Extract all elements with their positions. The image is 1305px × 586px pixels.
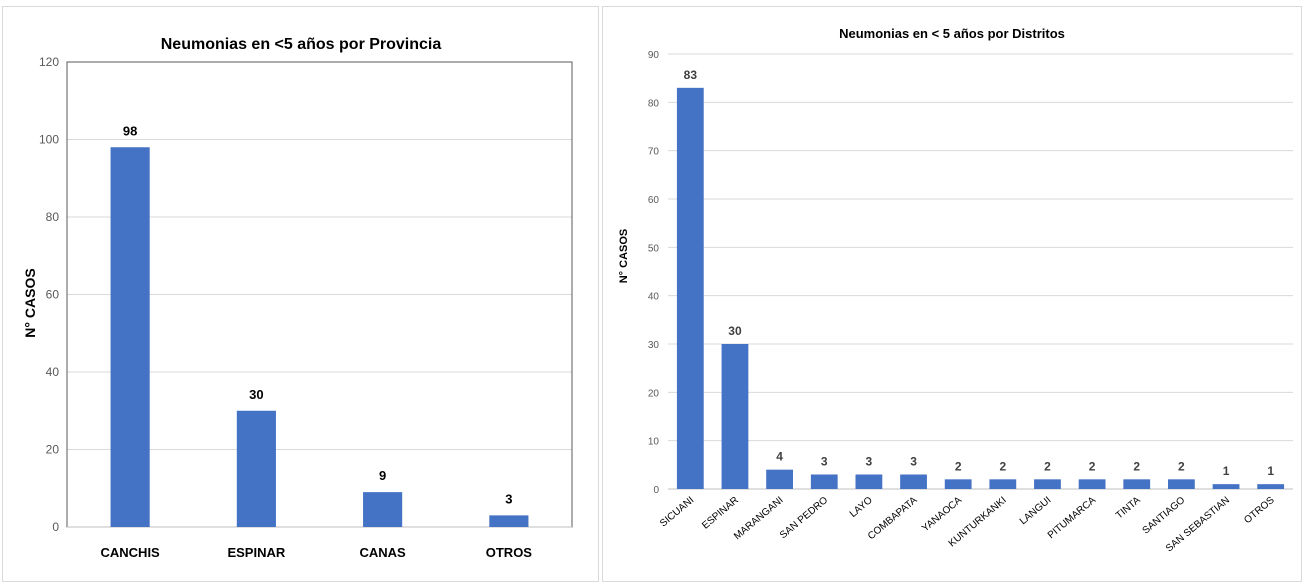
bar-sicuani: [676, 87, 704, 489]
data-label: 2: [1133, 459, 1140, 473]
bar-pitumarca: [1078, 479, 1106, 489]
y-tick-label: 60: [46, 288, 60, 302]
data-label: 3: [505, 491, 512, 506]
bar-langui: [1034, 479, 1061, 489]
y-tick-label: 80: [648, 98, 660, 109]
bar-kunturkanki: [989, 479, 1017, 489]
data-label: 2: [955, 459, 962, 473]
y-tick-label: 20: [46, 443, 60, 457]
bar-tinta: [1123, 479, 1151, 489]
chart-panel-provincia: Neumonias en <5 años por Provincia N° CA…: [2, 6, 599, 582]
y-tick-label: 60: [648, 195, 660, 206]
bar-layo: [855, 474, 883, 489]
y-axis-label: N° CASOS: [618, 229, 630, 284]
y-tick-label: 70: [648, 147, 660, 158]
data-label: 83: [684, 68, 698, 82]
data-label: 9: [379, 468, 386, 483]
bar-santiago: [1168, 479, 1195, 489]
bar-espinar: [721, 344, 749, 489]
x-tick-label: LAYO: [848, 495, 875, 520]
data-label: 3: [821, 455, 828, 469]
y-axis-label: N° CASOS: [22, 268, 38, 337]
chart-provincia: Neumonias en <5 años por Provincia N° CA…: [22, 36, 573, 560]
x-tick-label: ESPINAR: [700, 495, 741, 532]
x-tick-label: CANAS: [360, 545, 407, 560]
chart-distritos: Neumonias en < 5 años por Distritos N° C…: [618, 26, 1293, 554]
x-tick-label: TINTA: [1114, 495, 1143, 522]
data-label: 2: [1178, 459, 1185, 473]
bar-otros: [1257, 484, 1285, 489]
bar-espinar: [236, 410, 276, 527]
y-tick-label: 40: [46, 365, 60, 379]
data-label: 4: [776, 450, 783, 464]
x-tick-label: CANCHIS: [101, 545, 161, 560]
x-tick-label: OTROS: [1242, 495, 1277, 526]
x-tick-label: YANAOCA: [920, 495, 964, 535]
bar-canas: [363, 492, 403, 527]
data-label: 1: [1267, 464, 1274, 478]
x-tick-label: SAN PEDRO: [778, 495, 830, 541]
data-label: 3: [866, 455, 873, 469]
y-tick-label: 20: [648, 388, 660, 399]
chart-title: Neumonias en < 5 años por Distritos: [839, 26, 1065, 41]
y-tick-label: 100: [39, 133, 59, 147]
x-tick-label: OTROS: [486, 545, 533, 560]
bar-canchis: [110, 147, 150, 527]
x-tick-label: PITUMARCA: [1046, 495, 1098, 541]
bar-san-pedro: [810, 474, 838, 489]
bar-marangani: [766, 469, 793, 489]
x-tick-label: MARANGANI: [732, 495, 785, 542]
data-label: 30: [249, 387, 263, 402]
data-label: 2: [1044, 459, 1051, 473]
bar-san-sebastian: [1212, 484, 1240, 489]
y-tick-label: 80: [46, 210, 60, 224]
data-label: 3: [910, 455, 917, 469]
y-tick-label: 40: [648, 292, 660, 303]
y-tick-label: 50: [648, 243, 660, 254]
data-label: 98: [123, 123, 137, 138]
data-label: 2: [1089, 459, 1096, 473]
x-tick-label: LANGUI: [1018, 495, 1054, 527]
bar-otros: [489, 515, 529, 527]
bar-yanaoca: [944, 479, 972, 489]
chart-title: Neumonias en <5 años por Provincia: [161, 36, 442, 53]
chart-panel-distritos: Neumonias en < 5 años por Distritos N° C…: [602, 6, 1302, 582]
y-tick-label: 120: [39, 55, 59, 69]
x-tick-label: ESPINAR: [227, 545, 285, 560]
y-tick-label: 10: [648, 437, 660, 448]
data-label: 2: [999, 459, 1006, 473]
y-tick-label: 90: [648, 50, 660, 61]
data-label: 30: [728, 324, 742, 338]
y-tick-label: 30: [648, 340, 660, 351]
y-tick-label: 0: [653, 485, 659, 496]
bar-combapata: [900, 474, 927, 489]
data-label: 1: [1223, 464, 1230, 478]
x-tick-label: SICUANI: [658, 495, 696, 529]
x-tick-label: SANTIAGO: [1141, 495, 1188, 537]
y-tick-label: 0: [52, 520, 59, 534]
x-tick-label: COMBAPATA: [866, 495, 920, 543]
